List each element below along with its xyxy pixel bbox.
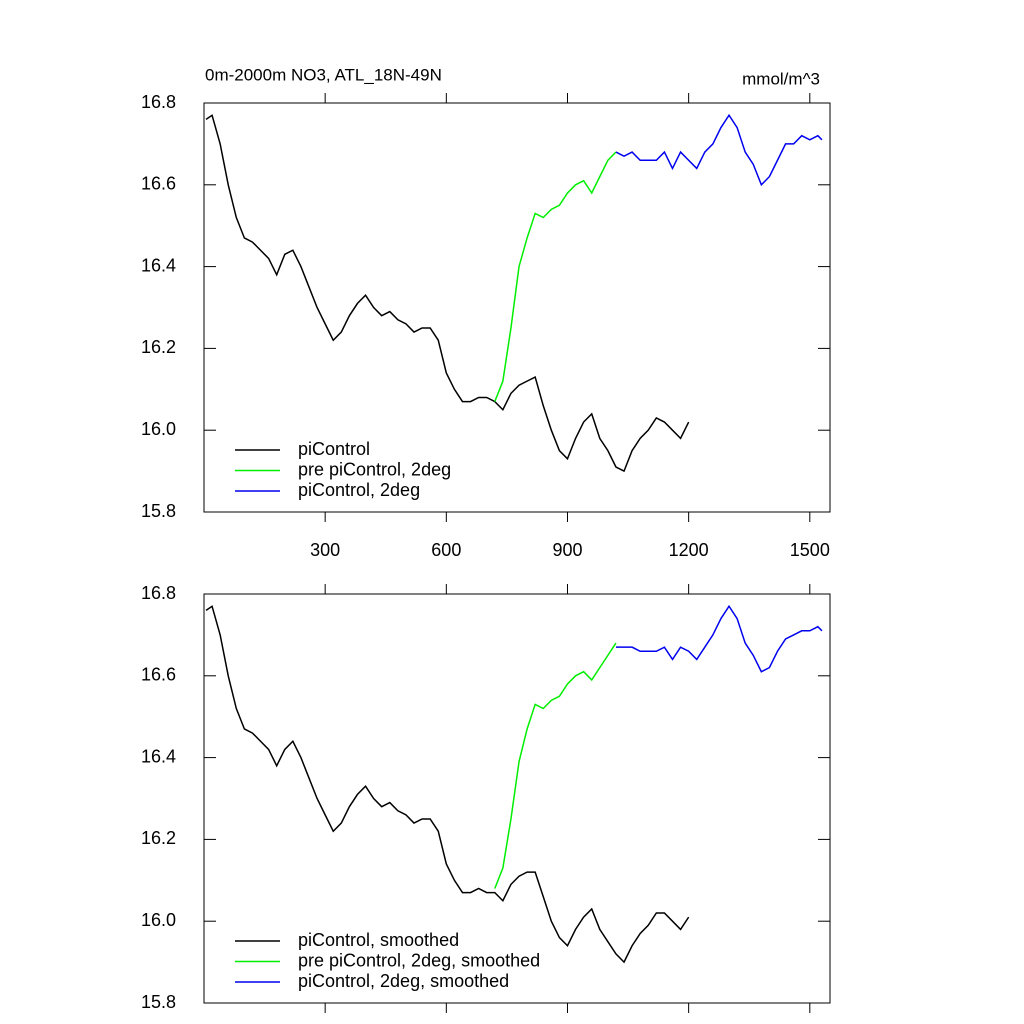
data-line [494, 642, 617, 889]
plot-frame [203, 593, 831, 1004]
y-tick-label: 16.0 [141, 910, 176, 930]
x-tick-label: 900 [552, 540, 582, 560]
units-label: mmol/m^3 [742, 69, 820, 88]
y-tick-label: 16.4 [141, 746, 176, 766]
plot-frame [203, 102, 831, 513]
y-tick-label: 16.2 [141, 828, 176, 848]
y-tick-label: 16.6 [141, 665, 176, 685]
y-tick-label: 16.8 [141, 92, 176, 112]
y-tick-label: 16.2 [141, 337, 176, 357]
x-tick-label: 1200 [669, 540, 709, 560]
data-line [615, 604, 823, 673]
x-tick-label: 1500 [790, 540, 830, 560]
chart-title: 0m-2000m NO3, ATL_18N-49N [205, 65, 442, 84]
y-tick-label: 15.8 [141, 992, 176, 1012]
data-line [615, 113, 823, 187]
legend-label: pre piControl, 2deg [298, 459, 451, 479]
legend-label: pre piControl, 2deg, smoothed [298, 950, 540, 970]
y-tick-label: 16.4 [141, 255, 176, 275]
y-tick-label: 16.0 [141, 419, 176, 439]
x-tick-label: 300 [310, 540, 340, 560]
data-line [494, 151, 617, 402]
y-tick-label: 16.6 [141, 174, 176, 194]
legend-label: piControl, 2deg [298, 480, 420, 500]
legend-label: piControl, smoothed [298, 930, 459, 950]
x-tick-label: 600 [431, 540, 461, 560]
data-line [205, 605, 690, 964]
legend-label: piControl [298, 439, 370, 459]
y-tick-label: 15.8 [141, 501, 176, 521]
y-tick-label: 16.8 [141, 583, 176, 603]
data-line [205, 114, 690, 473]
legend-label: piControl, 2deg, smoothed [298, 971, 509, 991]
